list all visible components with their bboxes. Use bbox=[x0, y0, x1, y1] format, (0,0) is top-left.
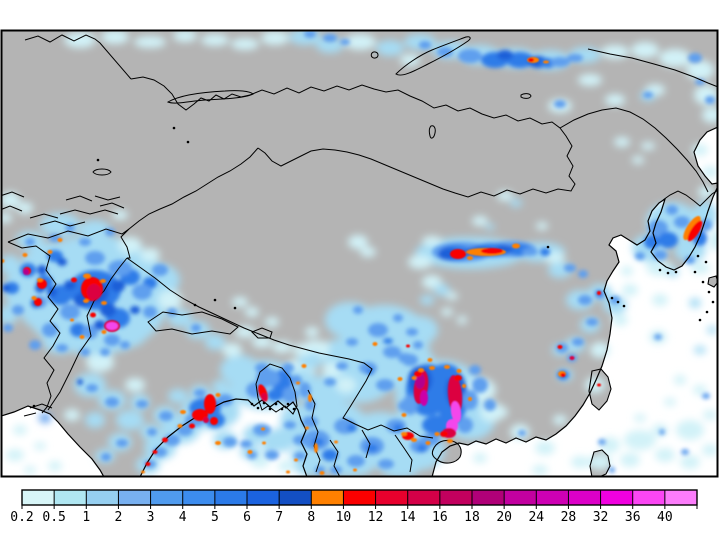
colorbar-tick-label: 8 bbox=[307, 510, 315, 525]
map-body bbox=[2, 31, 717, 476]
colorbar-tick-label: 40 bbox=[657, 510, 673, 525]
colorbar-segment bbox=[407, 490, 440, 505]
colorbar: 0.2 0.5 1 2 3 4 5 6 7 8 10 12 14 16 18 20 24 28 32 36 40 bbox=[10, 489, 698, 525]
colorbar-segment bbox=[632, 490, 665, 505]
colorbar-segment bbox=[472, 490, 505, 505]
colorbar-tick-label: 0.5 bbox=[42, 510, 65, 525]
colorbar-tick-label: 10 bbox=[336, 510, 352, 525]
colorbar-segment bbox=[279, 490, 312, 505]
map-lines bbox=[2, 34, 717, 476]
island-speckles bbox=[32, 126, 715, 411]
colorbar-tick-label: 28 bbox=[561, 510, 577, 525]
colorbar-tick-label: 5 bbox=[211, 510, 219, 525]
colorbar-segment bbox=[343, 490, 376, 505]
colorbar-tick-label: 0.2 bbox=[10, 510, 33, 525]
colorbar-tick-label: 18 bbox=[464, 510, 480, 525]
colorbar-tick-label: 14 bbox=[400, 510, 416, 525]
colorbar-segment bbox=[86, 490, 119, 505]
colorbar-tick-label: 16 bbox=[432, 510, 448, 525]
colorbar-segment bbox=[22, 490, 55, 505]
colorbar-tick-label: 32 bbox=[593, 510, 609, 525]
colorbar-segment bbox=[54, 490, 87, 505]
colorbar-segment bbox=[600, 490, 633, 505]
colorbar-tick-label: 36 bbox=[625, 510, 641, 525]
precipitation-layer-medium bbox=[2, 31, 715, 474]
colorbar-tick-label: 4 bbox=[179, 510, 187, 525]
colorbar-tick-label: 12 bbox=[368, 510, 384, 525]
colorbar-segment bbox=[214, 490, 247, 505]
colorbar-segment bbox=[150, 490, 183, 505]
colorbar-segment bbox=[375, 490, 408, 505]
colorbar-segment bbox=[118, 490, 151, 505]
colorbar-segment bbox=[568, 490, 601, 505]
colorbar-tick-label: 2 bbox=[115, 510, 123, 525]
colorbar-segment bbox=[664, 490, 697, 505]
colorbar-segment bbox=[311, 490, 344, 505]
colorbar-segment bbox=[247, 490, 280, 505]
colorbar-tick-label: 3 bbox=[147, 510, 155, 525]
precipitation-layer-intense bbox=[2, 57, 703, 475]
colorbar-tick-label: 24 bbox=[528, 510, 544, 525]
colorbar-tick-label: 6 bbox=[243, 510, 251, 525]
colorbar-segment bbox=[182, 490, 215, 505]
colorbar-segment bbox=[439, 490, 472, 505]
colorbar-segment bbox=[536, 490, 569, 505]
map-frame bbox=[0, 29, 719, 478]
colorbar-tick-label: 20 bbox=[496, 510, 512, 525]
colorbar-tick-label: 7 bbox=[275, 510, 283, 525]
colorbar-segment bbox=[504, 490, 537, 505]
colorbar-outline bbox=[21, 489, 698, 506]
colorbar-tick-label: 1 bbox=[82, 510, 90, 525]
